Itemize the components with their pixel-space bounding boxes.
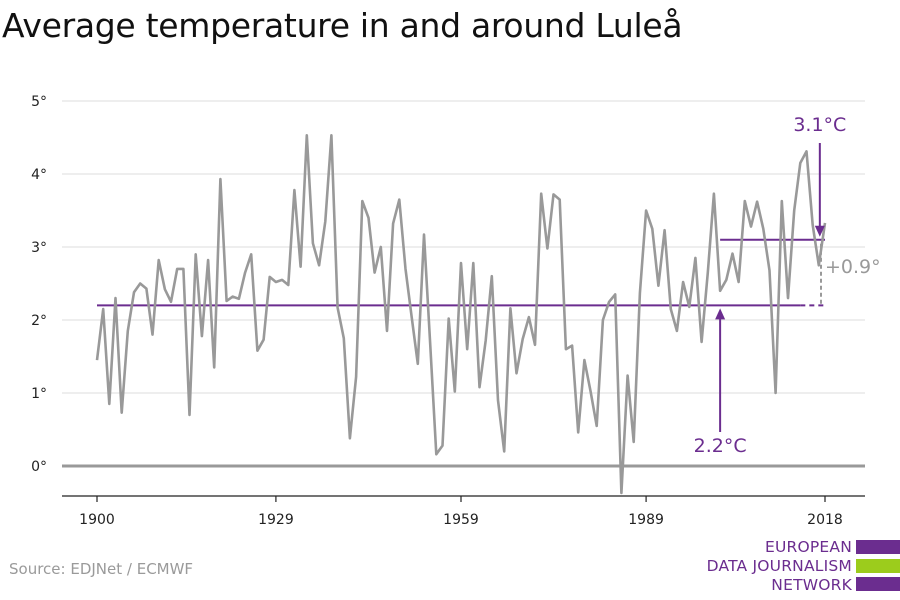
x-tick-label: 1959 bbox=[443, 512, 479, 528]
recent-label: 3.1°C bbox=[793, 114, 846, 136]
x-tick-label: 1989 bbox=[628, 512, 664, 528]
logo-bar-purple-1 bbox=[856, 540, 900, 554]
reference-lines bbox=[97, 238, 825, 307]
edjnet-logo: EUROPEAN DATA JOURNALISM NETWORK bbox=[700, 536, 900, 596]
logo-line-2: DATA JOURNALISM bbox=[706, 557, 852, 575]
logo-line-3: NETWORK bbox=[771, 576, 852, 594]
logo-line-1: EUROPEAN bbox=[764, 538, 852, 556]
series-layer bbox=[95, 134, 827, 495]
y-tick-label: 5° bbox=[31, 94, 47, 110]
annotations: 2.2°C 3.1°C +0.9° bbox=[694, 114, 881, 457]
x-tick-label: 1929 bbox=[258, 512, 294, 528]
chart-title: Average temperature in and around Luleå bbox=[2, 6, 683, 45]
y-tick-label: 2° bbox=[31, 313, 47, 329]
x-tick-label: 1900 bbox=[79, 512, 115, 528]
logo-bar-purple-2 bbox=[856, 577, 900, 591]
y-tick-label: 1° bbox=[31, 386, 47, 402]
x-tick-label: 2018 bbox=[807, 512, 843, 528]
source-note: Source: EDJNet / ECMWF bbox=[9, 560, 194, 578]
y-tick-label: 4° bbox=[31, 167, 47, 183]
baseline-label: 2.2°C bbox=[694, 435, 747, 457]
logo-bar-lime bbox=[856, 559, 900, 573]
y-tick-label: 3° bbox=[31, 240, 47, 256]
grid-lines bbox=[62, 100, 865, 468]
axes: 0° 1° 2° 3° 4° 5° 1900 1929 1959 1989 2018 bbox=[31, 94, 865, 528]
recent-arrow-head bbox=[814, 225, 825, 237]
difference-label: +0.9° bbox=[825, 256, 881, 278]
baseline-arrow-head bbox=[715, 308, 726, 320]
temperature-series-line bbox=[95, 134, 827, 495]
y-tick-label: 0° bbox=[31, 459, 47, 475]
